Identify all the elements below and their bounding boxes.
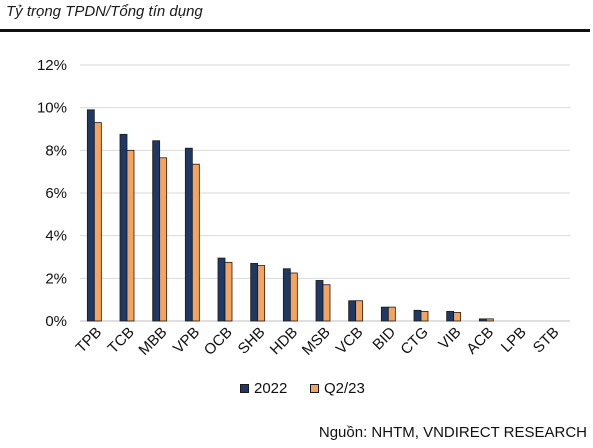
x-tick-label-acb: ACB (463, 324, 497, 358)
legend: 2022 Q2/23 (0, 380, 593, 402)
bar-shb-2022 (250, 262, 259, 322)
legend-item-2022: 2022 (240, 380, 287, 397)
x-tick-label-vpb: VPB (170, 324, 203, 357)
x-tick-label-lpb: LPB (498, 324, 530, 356)
y-tick-label: 10% (37, 100, 67, 117)
bar-vib-q2-23 (453, 312, 462, 322)
y-tick-label: 4% (45, 228, 67, 245)
bar-tcb-2022 (119, 133, 128, 322)
chart-title: Tỷ trọng TPDN/Tổng tín dụng (6, 3, 203, 20)
bar-ctg-q2-23 (420, 310, 429, 322)
bar-ocb-q2-23 (224, 261, 233, 322)
title-divider (0, 29, 590, 32)
bar-bid-2022 (380, 306, 389, 322)
bar-ctg-2022 (413, 309, 422, 322)
legend-label-2022: 2022 (254, 380, 288, 397)
x-tick-label-ctg: CTG (397, 324, 431, 358)
x-tick-label-msb: MSB (299, 324, 334, 359)
x-tick-label-ocb: OCB (201, 324, 236, 359)
bar-mbb-q2-23 (159, 157, 168, 322)
x-tick-label-vib: VIB (435, 324, 464, 353)
x-tick-label-tpb: TPB (73, 324, 106, 357)
bar-hdb-2022 (282, 268, 291, 322)
bar-vpb-2022 (184, 147, 193, 322)
bar-shb-q2-23 (257, 265, 266, 322)
x-tick-label-shb: SHB (235, 324, 269, 358)
x-tick-label-bid: BID (369, 324, 399, 354)
y-axis-ticks: 0% 2% 4% 6% 8% 10% 12% (37, 57, 67, 330)
bar-msb-q2-23 (322, 284, 331, 322)
x-tick-label-stb: STB (530, 324, 563, 357)
x-tick-label-vcb: VCB (333, 324, 367, 358)
bar-vib-2022 (446, 310, 455, 322)
y-tick-label: 0% (45, 313, 67, 330)
bar-ocb-2022 (217, 257, 226, 322)
x-tick-label-mbb: MBB (135, 324, 170, 359)
legend-swatch-q2-23 (310, 384, 319, 393)
bar-vpb-q2-23 (191, 163, 200, 322)
legend-label-q2-23: Q2/23 (324, 380, 365, 397)
y-tick-label: 6% (45, 185, 67, 202)
x-tick-label-tcb: TCB (105, 324, 138, 357)
bar-tpb-2022 (86, 109, 95, 322)
bar-tcb-q2-23 (126, 149, 135, 322)
bar-vcb-q2-23 (355, 300, 364, 322)
source-note: Nguồn: NHTM, VNDIRECT RESEARCH (318, 424, 587, 441)
y-tick-label: 12% (37, 57, 67, 74)
bar-mbb-2022 (152, 140, 161, 322)
legend-swatch-2022 (240, 384, 249, 393)
bar-vcb-2022 (348, 300, 357, 322)
bar-acb-2022 (478, 318, 487, 322)
bar-tpb-q2-23 (93, 122, 102, 322)
bars (86, 109, 494, 322)
legend-item-q2-23: Q2/23 (310, 380, 365, 397)
bar-msb-2022 (315, 280, 324, 322)
bar-hdb-q2-23 (289, 272, 298, 322)
y-tick-label: 8% (45, 142, 67, 159)
bar-bid-q2-23 (387, 306, 396, 322)
x-tick-label-hdb: HDB (267, 324, 301, 358)
bar-acb-q2-23 (485, 318, 494, 322)
y-tick-label: 2% (45, 270, 67, 287)
